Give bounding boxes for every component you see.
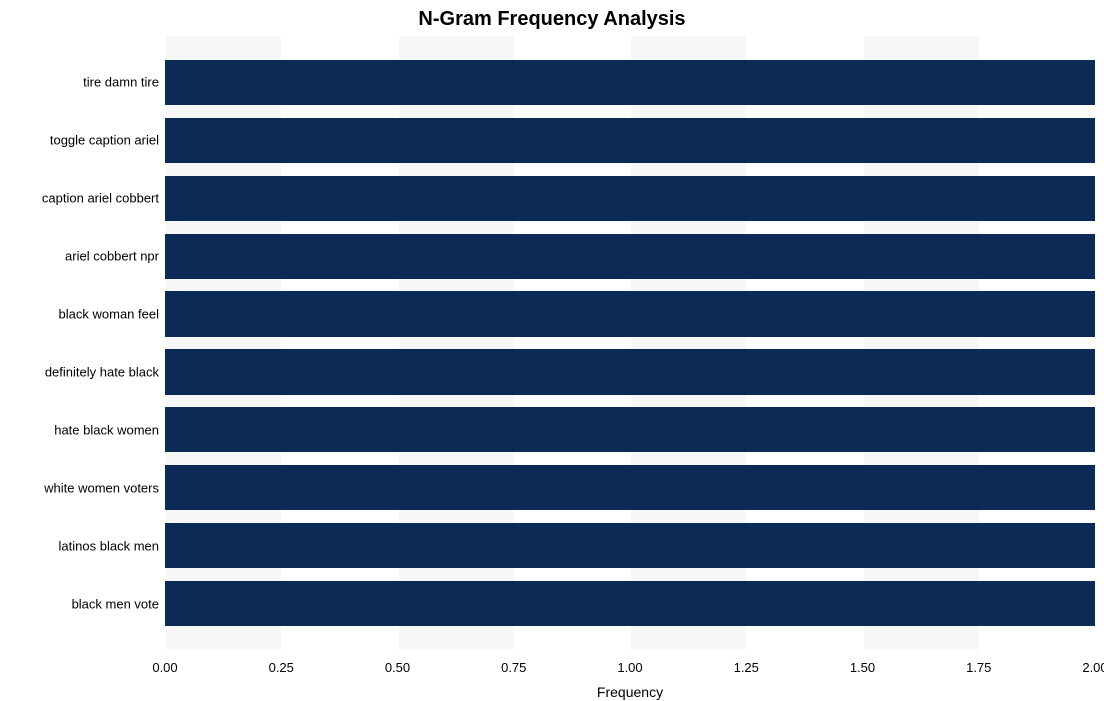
x-tick-label: 1.50 — [850, 650, 875, 675]
y-tick-label: definitely hate black — [45, 364, 165, 379]
bar — [165, 291, 1095, 336]
x-tick-label: 2.00 — [1082, 650, 1104, 675]
bar — [165, 465, 1095, 510]
x-axis-label: Frequency — [165, 684, 1095, 700]
x-tick-label: 0.75 — [501, 650, 526, 675]
bar — [165, 60, 1095, 105]
x-tick-label: 1.25 — [734, 650, 759, 675]
bar — [165, 581, 1095, 626]
y-tick-label: latinos black men — [59, 538, 165, 553]
x-tick-label: 1.75 — [966, 650, 991, 675]
y-tick-label: black woman feel — [59, 307, 165, 322]
y-tick-label: tire damn tire — [83, 75, 165, 90]
bar — [165, 234, 1095, 279]
x-tick-label: 0.00 — [152, 650, 177, 675]
y-tick-label: toggle caption ariel — [50, 133, 165, 148]
ngram-frequency-chart: N-Gram Frequency Analysis 0.000.250.500.… — [0, 0, 1104, 701]
gridline — [1095, 36, 1096, 650]
chart-title: N-Gram Frequency Analysis — [0, 8, 1104, 31]
y-tick-label: ariel cobbert npr — [65, 249, 165, 264]
bar — [165, 118, 1095, 163]
x-tick-label: 0.25 — [269, 650, 294, 675]
bar — [165, 407, 1095, 452]
bar — [165, 176, 1095, 221]
x-tick-label: 0.50 — [385, 650, 410, 675]
y-tick-label: hate black women — [54, 422, 165, 437]
x-tick-label: 1.00 — [617, 650, 642, 675]
plot-area: 0.000.250.500.751.001.251.501.752.00tire… — [165, 36, 1095, 650]
y-tick-label: black men vote — [72, 596, 165, 611]
bar — [165, 523, 1095, 568]
bar — [165, 349, 1095, 394]
y-tick-label: caption ariel cobbert — [42, 191, 165, 206]
y-tick-label: white women voters — [44, 480, 165, 495]
